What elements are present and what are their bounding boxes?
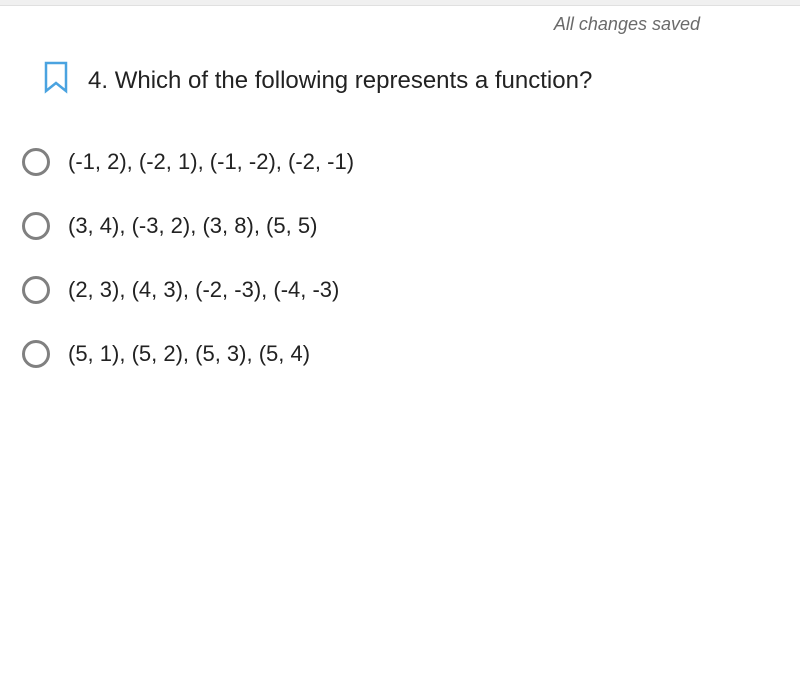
option-row[interactable]: (-1, 2), (-2, 1), (-1, -2), (-2, -1) xyxy=(22,130,800,194)
option-label: (2, 3), (4, 3), (-2, -3), (-4, -3) xyxy=(68,277,339,303)
options-group: (-1, 2), (-2, 1), (-1, -2), (-2, -1) (3,… xyxy=(0,130,800,386)
question-header: 4. Which of the following represents a f… xyxy=(0,41,800,130)
option-row[interactable]: (5, 1), (5, 2), (5, 3), (5, 4) xyxy=(22,322,800,386)
radio-button[interactable] xyxy=(22,276,50,304)
option-row[interactable]: (2, 3), (4, 3), (-2, -3), (-4, -3) xyxy=(22,258,800,322)
bookmark-icon[interactable] xyxy=(42,61,70,100)
question-body: Which of the following represents a func… xyxy=(115,67,593,94)
question-number: 4. xyxy=(88,67,108,94)
radio-button[interactable] xyxy=(22,212,50,240)
option-label: (3, 4), (-3, 2), (3, 8), (5, 5) xyxy=(68,213,317,239)
option-label: (5, 1), (5, 2), (5, 3), (5, 4) xyxy=(68,341,310,367)
question-text: 4. Which of the following represents a f… xyxy=(88,67,592,95)
option-row[interactable]: (3, 4), (-3, 2), (3, 8), (5, 5) xyxy=(22,194,800,258)
radio-button[interactable] xyxy=(22,148,50,176)
radio-button[interactable] xyxy=(22,340,50,368)
save-status: All changes saved xyxy=(0,6,800,41)
option-label: (-1, 2), (-2, 1), (-1, -2), (-2, -1) xyxy=(68,149,354,175)
